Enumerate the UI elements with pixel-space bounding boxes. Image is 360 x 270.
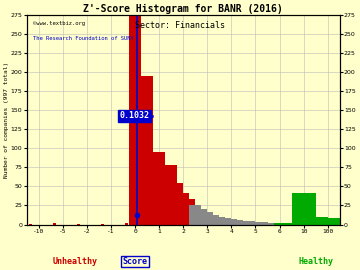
Bar [261,223,274,225]
Text: The Research Foundation of SUNY: The Research Foundation of SUNY [33,36,134,41]
Text: 0.1032: 0.1032 [120,111,149,120]
Bar [213,217,225,225]
Bar [256,222,267,225]
Bar [165,165,177,225]
Bar [153,152,165,225]
Bar [243,221,256,225]
Bar [219,218,231,225]
Bar [29,224,32,225]
Bar [189,205,201,225]
Bar [249,222,261,225]
Bar [292,224,303,225]
Bar [141,76,153,225]
Bar [195,209,207,225]
Bar [225,219,237,225]
Title: Z'-Score Histogram for BANR (2016): Z'-Score Histogram for BANR (2016) [83,4,283,14]
Bar [237,221,249,225]
Bar [171,183,183,225]
Bar [267,223,280,225]
Bar [183,199,195,225]
Bar [101,224,104,225]
Bar [77,224,80,225]
Bar [53,223,56,225]
Bar [316,218,340,225]
Bar [132,221,135,225]
Bar [280,223,292,225]
Bar [207,215,219,225]
Text: Healthy: Healthy [298,257,333,266]
Text: Score: Score [122,257,148,266]
Bar [201,212,213,225]
Text: Sector: Financials: Sector: Financials [135,21,225,30]
Bar [231,220,243,225]
Bar [285,223,298,225]
Text: ©www.textbiz.org: ©www.textbiz.org [33,21,85,26]
Bar [130,218,132,225]
Bar [129,15,141,225]
Bar [125,223,128,225]
Y-axis label: Number of companies (997 total): Number of companies (997 total) [4,62,9,178]
Bar [316,217,328,225]
Bar [129,222,132,225]
Bar [292,193,316,225]
Text: Unhealthy: Unhealthy [52,257,97,266]
Bar [274,223,285,225]
Bar [177,193,189,225]
